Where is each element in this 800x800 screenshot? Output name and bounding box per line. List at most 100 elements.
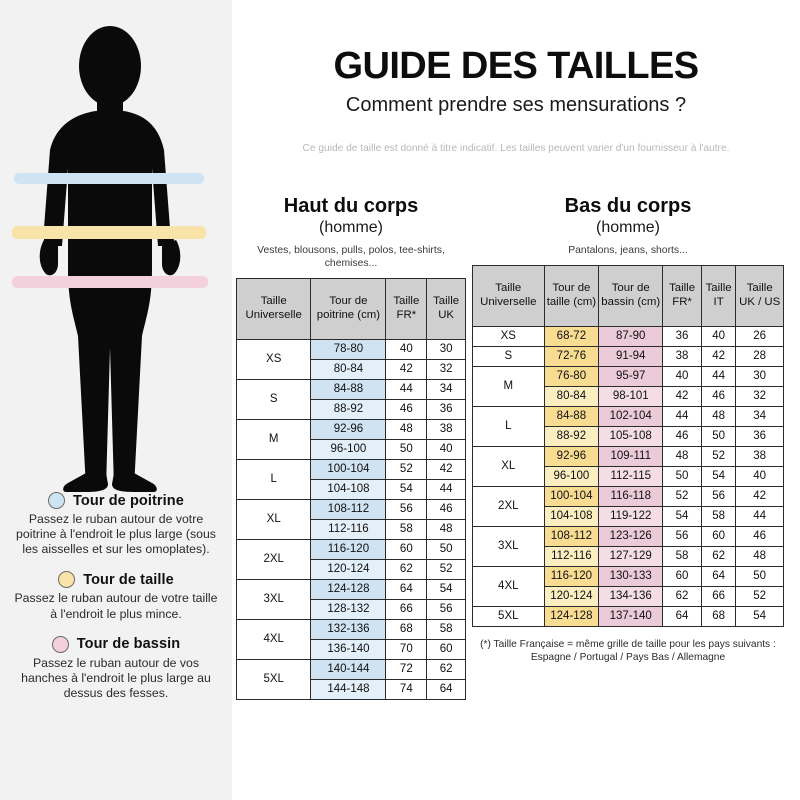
cell: 88-92: [310, 398, 387, 420]
legend-desc-chest: Passez le ruban autour de votre poitrine…: [16, 512, 216, 557]
cell: 38: [662, 345, 702, 367]
cell: 64: [385, 578, 428, 600]
table-row: 3XL 124-128 64 54: [235, 578, 466, 620]
cell: 48: [426, 518, 466, 540]
cell: 66: [700, 585, 737, 607]
left-panel: Tour de poitrine Passez le ruban autour …: [0, 0, 232, 800]
measurement-legend: Tour de poitrine Passez le ruban autour …: [0, 492, 232, 715]
cell: 134-136: [598, 585, 664, 607]
upper-size-label: M: [235, 418, 312, 460]
upper-size-label: XL: [235, 498, 312, 540]
cell: 40: [700, 325, 737, 347]
hip-circle-icon: [51, 635, 69, 653]
cell: 46: [385, 398, 428, 420]
cell: 50: [735, 565, 784, 587]
cell: 140-144: [310, 658, 387, 680]
cell: 42: [385, 358, 428, 380]
upper-body-title: Haut du corps: [283, 195, 419, 217]
cell: 104-108: [310, 478, 387, 500]
upper-size-label: 5XL: [235, 658, 312, 700]
legend-desc-hip: Passez le ruban autour de vos hanches à …: [21, 655, 211, 700]
cell: 48: [700, 405, 737, 427]
table-row: 4XL 116-120 130-133 60 64 50: [472, 565, 784, 607]
table-row: 112-116 127-129 58 62 48: [473, 545, 784, 567]
lower-col-header-3: Taille FR*: [662, 264, 702, 327]
cell: 50: [700, 425, 737, 447]
cell: 87-90: [598, 325, 664, 347]
lower-body-section: Bas du corps (homme) Pantalons, jeans, s…: [472, 186, 784, 665]
cell: 68: [700, 605, 737, 627]
lower-size-label: XL: [472, 445, 545, 487]
cell: 52: [426, 558, 466, 580]
cell: 56: [426, 598, 466, 620]
cell: 44: [700, 365, 737, 387]
cell: 42: [426, 458, 466, 480]
table-row: 80-84 42 32: [237, 358, 466, 380]
table-row: S 84-88 44 34: [235, 378, 466, 420]
cell: 120-124: [543, 585, 600, 607]
cell: 68: [385, 618, 428, 640]
cell: 54: [426, 578, 466, 600]
cell: 34: [426, 378, 466, 400]
table-row: M 76-80 95-97 40 44 30: [472, 365, 784, 407]
cell: 100-104: [543, 485, 600, 507]
legend-item-waist: Tour de taille Passez le ruban autour de…: [0, 571, 232, 621]
page-subtitle: Comment prendre ses mensurations ?: [345, 94, 687, 116]
upper-col-header-0: Taille Universelle: [235, 277, 312, 340]
upper-size-label: 4XL: [235, 618, 312, 660]
cell: 40: [662, 365, 702, 387]
cell: 60: [662, 565, 702, 587]
cell: 56: [385, 498, 428, 520]
cell: 48: [735, 545, 784, 567]
lower-size-label: 3XL: [472, 525, 545, 567]
upper-body-heading: Haut du corps (homme) Vestes, blousons, …: [236, 186, 466, 278]
hip-measure-band: [12, 276, 208, 288]
lower-table-body: XS 68-72 87-90 36 40 26 S 72-76 91-94 38 42 28 M 76-8…: [472, 325, 784, 627]
cell: 112-115: [598, 465, 664, 487]
cell: 38: [426, 418, 466, 440]
cell: 62: [426, 658, 466, 680]
cell: 52: [385, 458, 428, 480]
cell: 42: [662, 385, 702, 407]
cell: 36: [662, 325, 702, 347]
cell: 124-128: [310, 578, 387, 600]
cell: 48: [385, 418, 428, 440]
table-row: 2XL 116-120 60 50: [235, 538, 466, 580]
cell: 32: [735, 385, 784, 407]
cell: 54: [385, 478, 428, 500]
cell: 62: [662, 585, 702, 607]
table-row: 3XL 108-112 123-126 56 60 46: [472, 525, 784, 567]
upper-body-subtitle: (homme): [318, 218, 383, 236]
cell: 132-136: [310, 618, 387, 640]
cell: 30: [735, 365, 784, 387]
cell: 92-96: [543, 445, 600, 467]
lower-size-label: 4XL: [472, 565, 545, 607]
cell: 60: [426, 638, 466, 660]
cell: 78-80: [310, 338, 387, 360]
cell: 108-112: [310, 498, 387, 520]
cell: 64: [700, 565, 737, 587]
cell: 44: [385, 378, 428, 400]
lower-body-table: Taille Universelle Tour de taille (cm) Tou…: [472, 264, 784, 627]
upper-size-label: 2XL: [235, 538, 312, 580]
cell: 54: [662, 505, 702, 527]
table-row: 120-124 62 52: [237, 558, 466, 580]
cell: 40: [735, 465, 784, 487]
cell: 42: [700, 345, 737, 367]
table-row: 5XL 124-128 137-140 64 68 54: [472, 605, 784, 627]
cell: 128-132: [310, 598, 387, 620]
lower-col-header-0: Taille Universelle: [472, 264, 545, 327]
cell: 64: [426, 678, 466, 700]
cell: 74: [385, 678, 428, 700]
upper-size-label: S: [235, 378, 312, 420]
cell: 36: [735, 425, 784, 447]
cell: 96-100: [543, 465, 600, 487]
lower-body-heading: Bas du corps (homme) Pantalons, jeans, s…: [472, 186, 784, 265]
legend-title-chest: Tour de poitrine: [73, 492, 184, 509]
cell: 102-104: [598, 405, 664, 427]
cell: 44: [662, 405, 702, 427]
table-row: L 84-88 102-104 44 48 34: [472, 405, 784, 447]
cell: 119-122: [598, 505, 664, 527]
legend-desc-waist: Passez le ruban autour de votre taille à…: [14, 591, 218, 621]
cell: 76-80: [543, 365, 600, 387]
